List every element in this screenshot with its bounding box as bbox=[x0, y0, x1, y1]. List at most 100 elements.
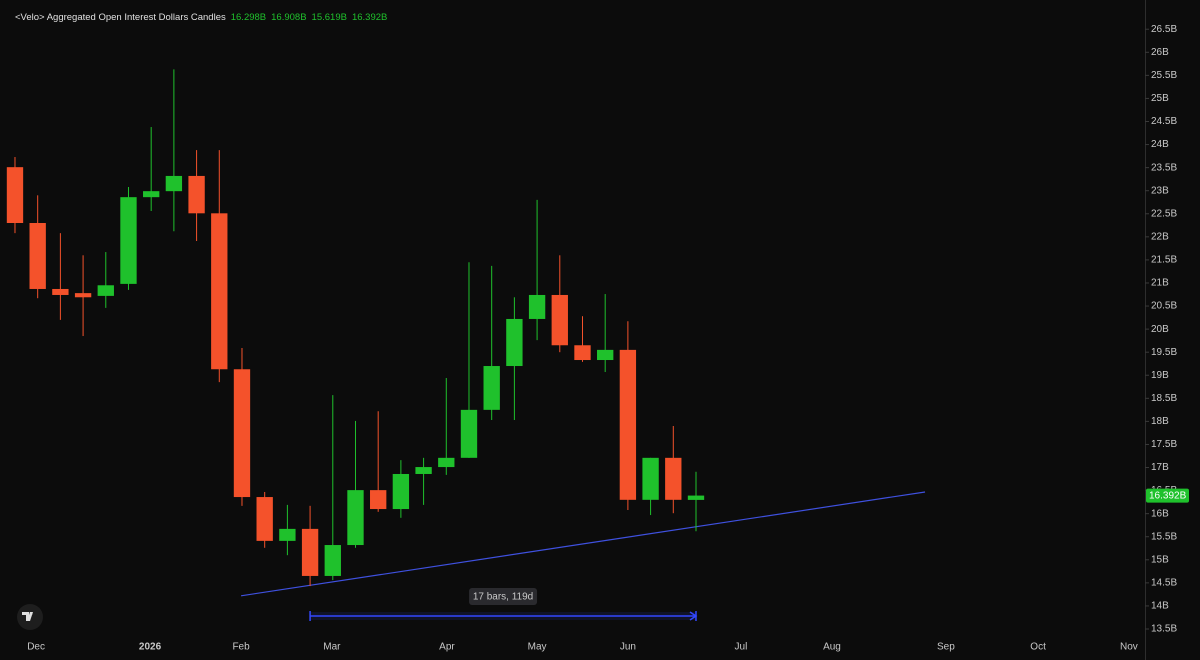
measure-arrow bbox=[689, 611, 698, 621]
x-tick-label: Jun bbox=[620, 642, 636, 653]
candle-body bbox=[574, 345, 591, 361]
candle-body bbox=[528, 294, 546, 319]
y-tick-label: 23B bbox=[1151, 185, 1169, 196]
candle bbox=[120, 187, 137, 290]
logo[interactable] bbox=[17, 604, 43, 630]
candle-body bbox=[6, 167, 24, 223]
candle bbox=[233, 348, 251, 506]
y-tick-label: 19.5B bbox=[1151, 347, 1177, 358]
y-tick-label: 21B bbox=[1151, 278, 1169, 289]
candle bbox=[324, 395, 341, 581]
candle bbox=[619, 321, 637, 510]
y-tick-label: 21.5B bbox=[1151, 255, 1177, 266]
candle-body bbox=[74, 293, 92, 298]
x-tick-label: Oct bbox=[1030, 642, 1046, 653]
candle-body bbox=[460, 409, 478, 458]
y-tick-label: 24.5B bbox=[1151, 116, 1177, 127]
candle bbox=[370, 411, 387, 512]
candle bbox=[687, 471, 705, 532]
candle bbox=[165, 69, 183, 232]
candle bbox=[574, 316, 591, 362]
y-tick-label: 20B bbox=[1151, 324, 1169, 335]
candle-body bbox=[483, 366, 500, 410]
candle-body bbox=[165, 175, 183, 192]
candle bbox=[438, 378, 455, 475]
ohlc-close: 16.392B bbox=[351, 12, 388, 23]
candle-body bbox=[687, 495, 705, 500]
candle-body bbox=[324, 545, 341, 576]
y-tick-label: 16B bbox=[1151, 508, 1169, 519]
logo-dot[interactable] bbox=[29, 612, 33, 615]
candle-body bbox=[392, 473, 410, 510]
candle bbox=[460, 262, 478, 458]
candle-body bbox=[211, 213, 228, 370]
y-tick-label: 20.5B bbox=[1151, 301, 1177, 312]
candle-body bbox=[642, 457, 659, 500]
y-tick-label: 17B bbox=[1151, 462, 1169, 473]
x-tick-label: Apr bbox=[439, 642, 455, 653]
y-tick-label: 23.5B bbox=[1151, 162, 1177, 173]
candle-body bbox=[52, 288, 69, 295]
candle bbox=[97, 252, 114, 308]
y-tick-label: 14.5B bbox=[1151, 578, 1177, 589]
candle bbox=[6, 157, 24, 234]
x-tick-label: Feb bbox=[232, 642, 250, 653]
y-tick-label: 15.5B bbox=[1151, 531, 1177, 542]
y-tick-label: 15B bbox=[1151, 554, 1169, 565]
y-tick-label: 22.5B bbox=[1151, 208, 1177, 219]
y-tick-label: 18.5B bbox=[1151, 393, 1177, 404]
x-tick-label: Sep bbox=[937, 642, 955, 653]
x-tick-label: Nov bbox=[1120, 642, 1138, 653]
candle bbox=[74, 255, 92, 337]
x-tick-label: May bbox=[528, 642, 547, 653]
y-tick-label: 13.5B bbox=[1151, 624, 1177, 635]
candle-body bbox=[438, 457, 455, 468]
candle bbox=[597, 294, 614, 373]
candle-body bbox=[551, 294, 568, 346]
chart-title: <Velo> Aggregated Open Interest Dollars … bbox=[15, 12, 226, 23]
candle bbox=[665, 426, 682, 514]
candle-body bbox=[97, 285, 114, 296]
candle bbox=[528, 199, 546, 341]
ohlc-open: 16.298B bbox=[230, 12, 267, 23]
candle bbox=[29, 195, 46, 299]
candle-body bbox=[370, 490, 387, 510]
candle bbox=[52, 233, 69, 320]
candle bbox=[301, 505, 319, 587]
ohlc-low: 15.619B bbox=[311, 12, 347, 23]
x-tick-label: Aug bbox=[823, 642, 841, 653]
candle-body bbox=[256, 497, 273, 541]
x-tick-label: Dec bbox=[27, 642, 45, 653]
trendline bbox=[240, 491, 926, 597]
candle-body bbox=[619, 349, 637, 500]
candle bbox=[506, 297, 523, 421]
candle bbox=[279, 504, 296, 556]
y-tick-label: 18B bbox=[1151, 416, 1169, 427]
y-tick-label: 25B bbox=[1151, 93, 1169, 104]
candle bbox=[211, 150, 228, 383]
candle-body bbox=[665, 457, 682, 500]
candle-body bbox=[188, 175, 205, 214]
y-tick-label: 26.5B bbox=[1151, 24, 1177, 35]
candle-body bbox=[301, 528, 319, 576]
candle bbox=[483, 265, 500, 421]
candle bbox=[188, 150, 205, 241]
candle bbox=[642, 457, 659, 516]
y-tick-label: 25.5B bbox=[1151, 70, 1177, 81]
measure-label: 17 bars, 119d bbox=[473, 592, 533, 603]
candle-body bbox=[415, 467, 432, 474]
candle-body bbox=[279, 528, 296, 541]
candle bbox=[256, 491, 273, 548]
x-tick-label: Jul bbox=[735, 642, 748, 653]
candle-body bbox=[233, 369, 251, 498]
y-tick-label: 19B bbox=[1151, 370, 1169, 381]
ohlc-high: 16.908B bbox=[271, 12, 307, 23]
candle bbox=[415, 457, 432, 505]
x-tick-label: Mar bbox=[323, 642, 341, 653]
y-tick-label: 24B bbox=[1151, 139, 1169, 150]
y-tick-label: 17.5B bbox=[1151, 439, 1177, 450]
last-price-box bbox=[1146, 488, 1189, 503]
